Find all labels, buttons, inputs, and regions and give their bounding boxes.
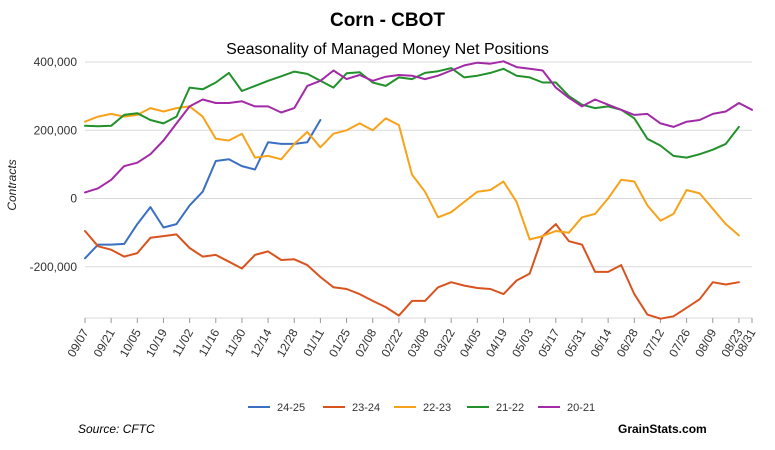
x-tick-label: 05/31 xyxy=(561,326,588,359)
series-line-22-23 xyxy=(84,105,740,241)
x-tick-label: 04/05 xyxy=(457,326,484,359)
legend-label: 20-21 xyxy=(567,402,595,414)
x-tick-label: 04/19 xyxy=(483,326,510,359)
x-tick-label: 07/26 xyxy=(666,326,693,359)
chart-subtitle: Seasonality of Managed Money Net Positio… xyxy=(226,41,549,58)
x-tick-label: 05/17 xyxy=(535,326,562,359)
x-tick-label: 10/19 xyxy=(143,326,170,359)
legend-label: 24-25 xyxy=(277,402,305,414)
x-tick-label: 09/07 xyxy=(64,326,91,359)
y-tick-label: 0 xyxy=(70,192,77,206)
x-tick-label: 07/12 xyxy=(640,326,667,359)
chart-title: Corn - CBOT xyxy=(329,10,446,31)
x-tick-label: 05/03 xyxy=(509,326,536,359)
x-tick-label: 11/02 xyxy=(170,326,197,359)
legend-label: 21-22 xyxy=(496,402,524,414)
source-note: Source: CFTC xyxy=(78,422,155,436)
x-tick-label: 02/08 xyxy=(352,326,379,359)
legend-label: 23-24 xyxy=(352,402,380,414)
x-tick-label: 06/14 xyxy=(588,326,615,359)
x-tick-label: 08/09 xyxy=(692,326,719,359)
series-line-20-21 xyxy=(84,60,753,194)
x-tick-label: 01/11 xyxy=(300,326,327,359)
series-line-24-25 xyxy=(84,119,322,260)
gridlines xyxy=(85,61,752,319)
x-tick-label: 06/28 xyxy=(614,326,641,359)
y-tick-label: 200,000 xyxy=(34,123,78,137)
x-tick-label: 03/08 xyxy=(404,326,431,359)
series-lines xyxy=(84,60,753,320)
legend-label: 22-23 xyxy=(423,402,451,414)
x-tick-label: 03/22 xyxy=(431,326,458,359)
y-tick-label: 400,000 xyxy=(34,55,78,69)
x-tick-label: 10/05 xyxy=(117,326,144,359)
brand-label: GrainStats.com xyxy=(618,422,707,436)
x-tick-label: 11/30 xyxy=(222,326,249,359)
x-tick-label: 01/25 xyxy=(326,326,353,359)
x-tick-label: 11/16 xyxy=(196,326,223,359)
x-tick-label: 02/22 xyxy=(378,326,405,359)
axes: 400,000 200,000 0 -200,000 Contracts 09/07 09/… xyxy=(5,55,759,360)
x-tick-label: 12/28 xyxy=(274,326,301,359)
legend: 24-25 23-24 22-23 21-22 20-21 xyxy=(248,402,595,414)
series-line-21-22 xyxy=(84,67,740,159)
x-tick-label: 09/21 xyxy=(91,326,118,359)
y-axis-title: Contracts xyxy=(5,159,19,210)
y-tick-label: -200,000 xyxy=(30,260,78,274)
series-line-23-24 xyxy=(84,223,740,320)
x-tick-label: 12/14 xyxy=(248,326,275,359)
